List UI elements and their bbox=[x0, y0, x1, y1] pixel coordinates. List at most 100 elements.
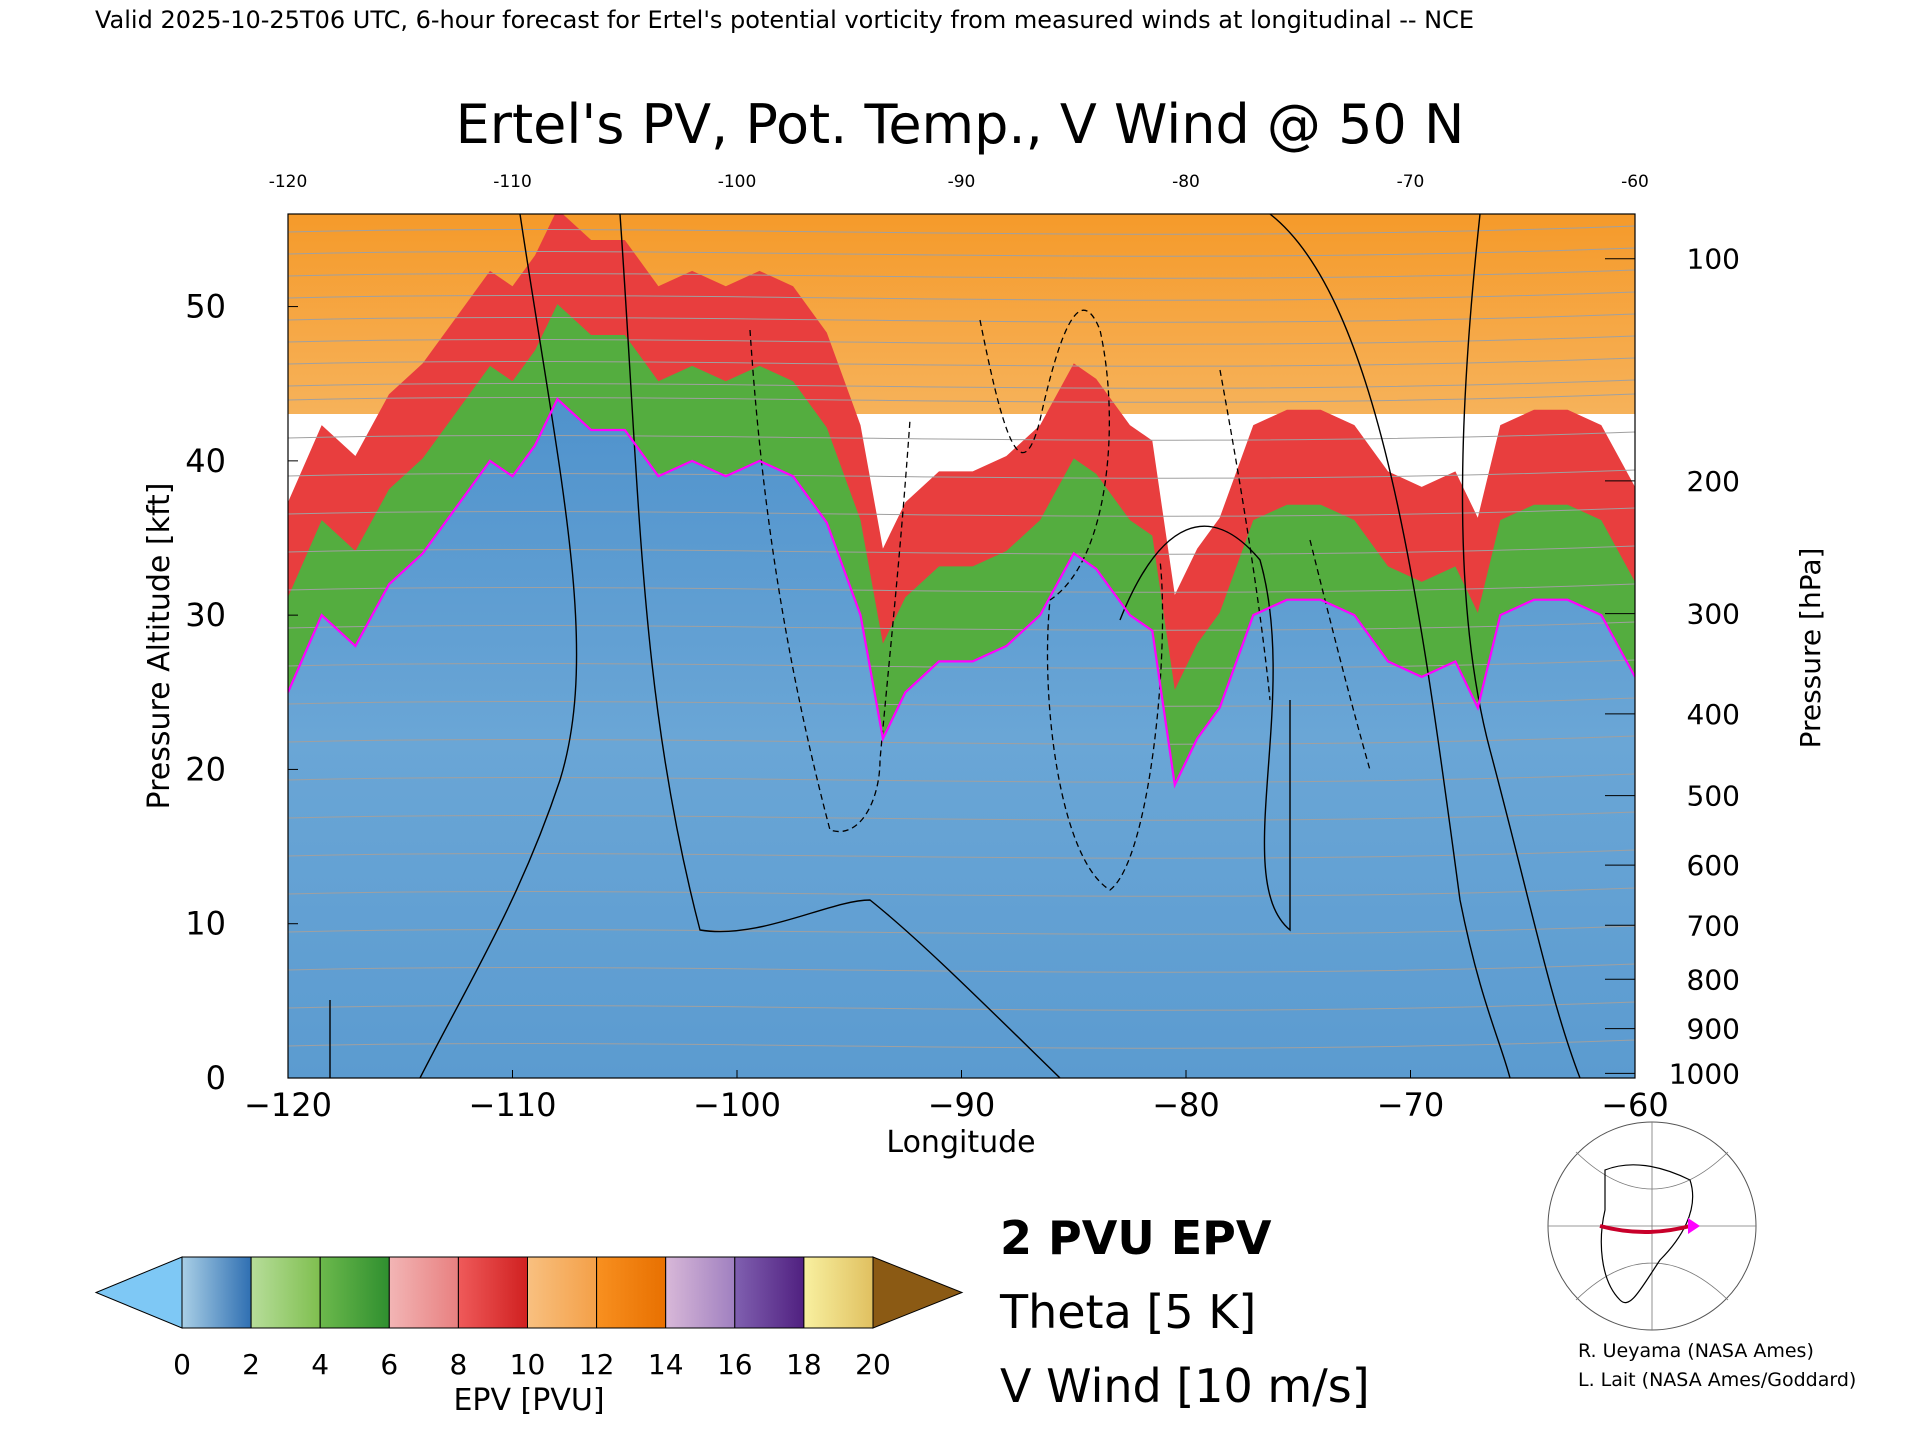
chart-title: Ertel's PV, Pot. Temp., V Wind @ 50 N bbox=[456, 93, 1465, 156]
v-wind-contour bbox=[619, 214, 1061, 1078]
x-top-tick-label: -120 bbox=[269, 172, 308, 192]
pv-2pvu-line bbox=[288, 397, 1635, 789]
theta-contour bbox=[288, 269, 1635, 279]
colorbar-segment bbox=[319, 1256, 390, 1329]
colorbar-tick-label: 20 bbox=[855, 1348, 891, 1381]
theta-contour bbox=[288, 469, 1635, 479]
theta-contour bbox=[288, 1039, 1635, 1049]
theta-contour bbox=[288, 545, 1635, 555]
x-tick-label: −70 bbox=[1377, 1086, 1445, 1124]
theta-contour bbox=[288, 393, 1635, 403]
v-wind-contour bbox=[979, 309, 1164, 891]
x-axis: −120 −110 −100 −90 −80 −70 −60 bbox=[244, 1070, 1669, 1124]
header-text: Valid 2025-10-25T06 UTC, 6-hour forecast… bbox=[95, 6, 1474, 34]
x-top-tick-label: -110 bbox=[493, 172, 532, 192]
y-tick-label: 40 bbox=[185, 442, 226, 480]
pressure-tick-label: 200 bbox=[1687, 465, 1740, 498]
colorbar-tick-label: 6 bbox=[380, 1348, 398, 1381]
credit-1: R. Ueyama (NASA Ames) bbox=[1578, 1340, 1814, 1362]
field-red-band bbox=[288, 214, 1635, 695]
colorbar-tick-label: 8 bbox=[449, 1348, 467, 1381]
pv-colorbar: 0 2 4 6 8 10 12 14 16 18 20 bbox=[94, 1256, 964, 1381]
field-green-band bbox=[288, 304, 1635, 785]
y-axis-left: 0 10 20 30 40 50 bbox=[185, 288, 298, 1097]
pressure-tick-label: 300 bbox=[1687, 598, 1740, 631]
colorbar-tick-label: 4 bbox=[311, 1348, 329, 1381]
y-tick-label: 0 bbox=[206, 1059, 226, 1097]
v-wind-contour bbox=[1269, 214, 1511, 1078]
theta-contour bbox=[288, 431, 1635, 441]
v-wind-contour bbox=[1461, 214, 1581, 1078]
track-end-arrow bbox=[1688, 1218, 1700, 1234]
globe-grid bbox=[1548, 1122, 1756, 1330]
theta-contour bbox=[288, 811, 1635, 821]
theta-contour bbox=[288, 379, 1635, 389]
pressure-tick-label: 500 bbox=[1687, 780, 1740, 813]
pressure-tick-label: 400 bbox=[1687, 698, 1740, 731]
y-tick-label: 20 bbox=[185, 750, 226, 788]
credit-2: L. Lait (NASA Ames/Goddard) bbox=[1578, 1369, 1856, 1391]
v-wind-contour bbox=[1119, 525, 1291, 932]
theta-contour bbox=[288, 659, 1635, 669]
colorbar-max-arrow bbox=[872, 1256, 964, 1329]
theta-contour bbox=[288, 735, 1635, 745]
x-axis-label: Longitude bbox=[886, 1125, 1035, 1160]
colorbar-tick-label: 12 bbox=[579, 1348, 615, 1381]
theta-contour bbox=[288, 313, 1635, 323]
colorbar-tick-label: 10 bbox=[510, 1348, 546, 1381]
v-wind-contours bbox=[329, 214, 1581, 1078]
x-top-tick-label: -90 bbox=[948, 172, 976, 192]
theta-contour bbox=[288, 621, 1635, 631]
theta-contour bbox=[288, 225, 1635, 235]
theta-contour bbox=[288, 335, 1635, 345]
colorbar-tick-label: 16 bbox=[717, 1348, 753, 1381]
pressure-tick-label: 100 bbox=[1687, 243, 1740, 276]
colorbar-segment bbox=[596, 1256, 667, 1329]
colorbar-segment bbox=[457, 1256, 528, 1329]
colorbar-tick-label: 2 bbox=[242, 1348, 260, 1381]
x-tick-label: −60 bbox=[1601, 1086, 1669, 1124]
colorbar-segment bbox=[803, 1256, 874, 1329]
theta-contour bbox=[288, 887, 1635, 897]
colorbar-segment bbox=[665, 1256, 736, 1329]
x-axis-top: -120 -110 -100 -90 -80 -70 -60 bbox=[269, 172, 1649, 192]
coastline bbox=[1600, 1164, 1694, 1304]
theta-contour bbox=[288, 507, 1635, 517]
colorbar-label: EPV [PVU] bbox=[453, 1383, 604, 1418]
map-inset bbox=[1547, 1121, 1757, 1331]
cross-section-track bbox=[1599, 1224, 1691, 1234]
x-tick-label: −120 bbox=[244, 1086, 332, 1124]
theta-contour bbox=[288, 583, 1635, 593]
x-tick-label: −90 bbox=[928, 1086, 996, 1124]
theta-contour bbox=[288, 247, 1635, 257]
colorbar-segment bbox=[388, 1256, 459, 1329]
x-tick-label: −110 bbox=[469, 1086, 557, 1124]
theta-contour bbox=[288, 1001, 1635, 1011]
legend-v-wind: V Wind [10 m/s] bbox=[1000, 1359, 1370, 1413]
y-tick-label: 30 bbox=[185, 596, 226, 634]
theta-contour bbox=[288, 963, 1635, 973]
theta-contour bbox=[288, 697, 1635, 707]
pressure-tick-label: 600 bbox=[1687, 849, 1740, 882]
colorbar-tick-label: 18 bbox=[786, 1348, 822, 1381]
x-top-tick-label: -100 bbox=[718, 172, 757, 192]
field-troposphere bbox=[288, 399, 1635, 1078]
y-tick-label: 10 bbox=[185, 905, 226, 943]
pressure-tick-label: 1000 bbox=[1669, 1057, 1740, 1090]
theta-contour bbox=[288, 773, 1635, 783]
x-tick-label: −100 bbox=[693, 1086, 781, 1124]
plot-area bbox=[288, 214, 1635, 1078]
legend-theta: Theta [5 K] bbox=[999, 1285, 1256, 1339]
legend-2pvu: 2 PVU EPV bbox=[1000, 1211, 1272, 1265]
y-axis-label-right: Pressure [hPa] bbox=[1794, 548, 1827, 749]
y-tick-label: 50 bbox=[185, 288, 226, 326]
v-wind-contour bbox=[329, 214, 578, 1078]
pressure-tick-label: 800 bbox=[1687, 963, 1740, 996]
colorbar-segment bbox=[527, 1256, 598, 1329]
x-top-tick-label: -80 bbox=[1172, 172, 1200, 192]
theta-contours bbox=[288, 225, 1635, 1049]
colorbar-segment bbox=[250, 1256, 321, 1329]
v-wind-contour bbox=[1219, 369, 1371, 771]
x-top-tick-label: -60 bbox=[1621, 172, 1649, 192]
